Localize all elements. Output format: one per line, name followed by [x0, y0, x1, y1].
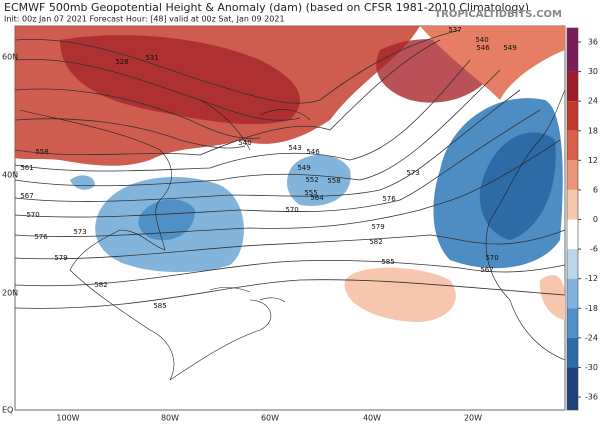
lat-label: EQ — [2, 406, 13, 415]
colorbar-tick-label: 0 — [593, 215, 598, 224]
contour-label: 579 — [54, 254, 67, 262]
colorbar-segment — [567, 337, 578, 368]
contour-label: 582 — [94, 281, 107, 289]
colorbar-segment — [567, 160, 578, 190]
negative-anomaly — [70, 175, 95, 190]
contour-label: 564 — [310, 194, 324, 202]
positive-anomaly — [539, 275, 565, 320]
credit: TROPICALTIDBITS.COM — [434, 9, 562, 20]
colorbar-tick-label: 6 — [593, 185, 598, 194]
colorbar-tick-label: -36 — [585, 393, 598, 402]
map: 540 543 546 549 552 555 558 564 570 573 576 579 582 5… — [2, 25, 566, 423]
colorbar-tick-label: -30 — [585, 363, 598, 372]
contour-label: 585 — [381, 258, 394, 266]
colorbar-segment — [567, 71, 578, 102]
colorbar-segment — [567, 308, 578, 338]
contour-label: 573 — [73, 228, 86, 236]
lat-label: 40N — [2, 171, 18, 180]
negative-anomaly-core — [479, 132, 556, 240]
colorbar-segment — [567, 249, 578, 279]
contour-label: 567 — [480, 266, 493, 274]
lon-label: 100W — [56, 414, 79, 423]
coastlines — [19, 89, 566, 381]
colorbar-segment — [567, 28, 578, 72]
colorbar-segment — [567, 130, 578, 161]
contour-label: 552 — [305, 176, 318, 184]
lat-labels: 60N 40N 20N EQ — [2, 53, 18, 415]
contour-label: 585 — [153, 302, 166, 310]
colorbar-tick-label: 12 — [588, 156, 598, 165]
contour-label: 528 — [115, 58, 128, 66]
contour-label: 546 — [476, 44, 490, 52]
height-contours — [14, 29, 566, 309]
colorbar-segment — [567, 101, 578, 131]
contour-label: 543 — [288, 144, 301, 152]
contour-label: 573 — [406, 169, 419, 177]
positive-anomaly-core — [60, 35, 300, 125]
positive-anomaly — [420, 26, 565, 100]
colorbar-segment — [567, 189, 578, 220]
contour-label: 549 — [503, 44, 516, 52]
contour-label: 540 — [238, 139, 251, 147]
lon-label: 60W — [261, 414, 279, 423]
colorbar-segment — [567, 367, 578, 410]
contour-label: 549 — [297, 164, 310, 172]
contour-label: 555 — [304, 189, 317, 197]
colorbar-tick-label: 30 — [588, 67, 598, 76]
colorbar: 36 30 24 18 12 6 0 -6 -12 -18 -24 -30 -36 — [566, 27, 598, 411]
colorbar-tick-label: 36 — [588, 38, 598, 47]
lon-label: 20W — [464, 414, 482, 423]
contour-label: 567 — [20, 192, 33, 200]
colorbar-tick-label: -24 — [585, 333, 598, 342]
negative-anomaly-core — [138, 199, 195, 241]
contour-label: 570 — [485, 254, 498, 262]
contour-label: 558 — [35, 148, 48, 156]
contour-label: 576 — [34, 233, 48, 241]
colorbar-tick-label: 24 — [588, 97, 598, 106]
contour-label: 558 — [327, 177, 340, 185]
negative-anomaly — [287, 155, 351, 206]
colorbar-segment — [567, 219, 578, 250]
colorbar-tick-label: 18 — [588, 126, 598, 135]
contour-label: 579 — [371, 223, 384, 231]
contour-label: 546 — [306, 148, 320, 156]
lon-labels: 100W 80W 60W 40W 20W — [56, 414, 482, 423]
colorbar-tick-label: -12 — [585, 274, 598, 283]
lon-label: 40W — [363, 414, 381, 423]
lat-label: 20N — [2, 289, 18, 298]
title: ECMWF 500mb Geopotential Height & Anomal… — [4, 1, 529, 14]
contour-label: 570 — [26, 211, 39, 219]
colorbar-segment — [567, 278, 578, 309]
contour-label: 540 — [475, 36, 488, 44]
contour-label: 576 — [382, 195, 396, 203]
contour-label: 582 — [369, 238, 382, 246]
contour-label: 561 — [20, 164, 33, 172]
lon-label: 80W — [161, 414, 179, 423]
colorbar-tick-label: -6 — [590, 245, 598, 254]
contour-labels: 540 543 546 549 552 555 558 564 570 573 576 579 582 5… — [20, 26, 516, 310]
subtitle: Init: 00z Jan 07 2021 Forecast Hour: [48… — [4, 15, 285, 24]
lat-label: 60N — [2, 53, 18, 62]
contour-label: 570 — [285, 206, 298, 214]
contour-label: 531 — [145, 54, 158, 62]
contour-label: 537 — [448, 26, 461, 34]
colorbar-tick-label: -18 — [585, 304, 598, 313]
